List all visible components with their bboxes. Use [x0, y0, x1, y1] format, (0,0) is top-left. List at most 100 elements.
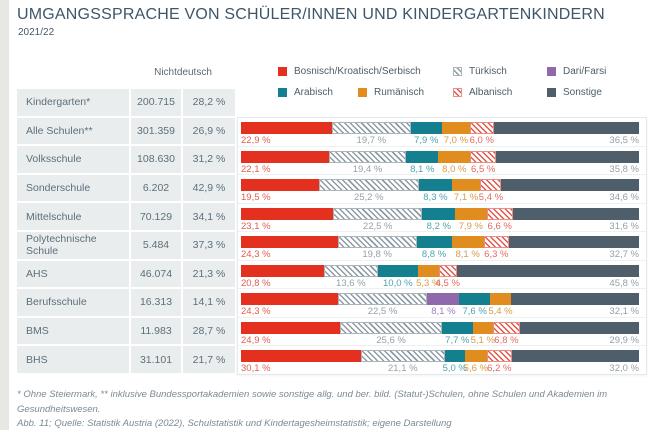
- bar-labels: 24,3 % 19,8 % 8,8 % 8,1 % 6,3 % 32,7 %: [241, 249, 639, 260]
- bar-track: [241, 236, 639, 249]
- row-category: Berufsschule: [17, 289, 129, 316]
- footnotes: * Ohne Steiermark, ** inklusive Bundessp…: [17, 388, 662, 430]
- bar-segment-bks: [241, 179, 319, 192]
- segment-value-label: 7,0 %: [443, 135, 469, 146]
- legend-swatch-icon: [547, 67, 556, 76]
- segment-value-label: 32,7 %: [609, 249, 639, 261]
- segment-value-label: 5,0 %: [442, 363, 467, 375]
- footnote-line-1: * Ohne Steiermark, ** inklusive Bundessp…: [17, 389, 608, 415]
- bar-segment-rumaenisch: [451, 236, 484, 249]
- segment-value-label: 10,0 %: [383, 277, 413, 289]
- bar-labels: 19,5 % 25,2 % 8,3 % 7,1 % 5,4 % 34,6 %: [241, 192, 639, 203]
- segment-value-label: 5,3 %: [416, 277, 441, 289]
- segment-value-label: 19,5 %: [241, 192, 271, 204]
- bar-segment-rumaenisch: [472, 321, 493, 334]
- bar-segment-arabisch: [418, 179, 452, 192]
- bar-segment-sonstige: [501, 179, 639, 192]
- category-table: Kindergarten* 200.715 28,2 % Alle Schulen**…: [17, 89, 235, 375]
- chart-legend: Bosnisch/Kroatisch/Serbisch Türkisch Dari/…: [278, 66, 657, 98]
- row-percent: 26,9 %: [183, 117, 235, 145]
- segment-value-label: 7,6 %: [462, 306, 487, 318]
- segment-value-label: 22,5 %: [367, 306, 398, 318]
- bar-segment-tuerkisch: [360, 350, 445, 363]
- bar-track: [241, 264, 639, 277]
- bar-segment-sonstige: [511, 293, 639, 306]
- row-percent: 28,7 %: [183, 317, 235, 345]
- bar-row-alle-schulen-: 22,9 % 19,7 % 7,9 % 7,0 % 6,0 % 36,5 %: [238, 118, 646, 147]
- legend-item-sonstige: Sonstige: [547, 87, 657, 98]
- segment-value-label: 32,0 %: [609, 363, 639, 375]
- table-row: Sonderschule 6.202 42,9 %: [17, 174, 235, 202]
- segment-value-label: 23,1 %: [241, 220, 271, 232]
- segment-value-label: 5,4 %: [488, 306, 513, 318]
- page-edge-strip: [0, 0, 9, 430]
- bar-segment-arabisch: [459, 293, 490, 306]
- segment-value-label: 7,9 %: [414, 135, 439, 146]
- segment-value-label: 8,0 %: [442, 163, 467, 175]
- bar-segment-albanisch: [486, 350, 512, 363]
- row-count: 11.983: [131, 317, 181, 345]
- row-category: Mittelschule: [17, 203, 129, 230]
- row-percent: 42,9 %: [183, 174, 235, 202]
- bar-row-sonderschule: 19,5 % 25,2 % 8,3 % 7,1 % 5,4 % 34,6 %: [238, 175, 646, 204]
- row-percent: 31,2 %: [183, 146, 235, 173]
- segment-value-label: 19,4 %: [352, 163, 383, 175]
- segment-value-label: 20,8 %: [241, 277, 271, 289]
- bar-segment-albanisch: [479, 179, 502, 192]
- legend-label: Albanisch: [469, 87, 513, 98]
- bar-segment-bks: [241, 264, 324, 277]
- segment-value-label: 8,8 %: [421, 249, 447, 261]
- segment-value-label: 7,7 %: [445, 334, 470, 346]
- legend-label: Dari/Farsi: [563, 66, 607, 77]
- bar-segment-bks: [241, 150, 329, 163]
- bar-segment-sonstige: [493, 122, 639, 134]
- segment-value-label: 6,0 %: [469, 135, 494, 146]
- legend-item-rumaenisch: Rumänisch: [358, 87, 453, 98]
- bar-segment-albanisch: [483, 236, 509, 249]
- bar-segment-rumaenisch: [451, 179, 480, 192]
- bar-segment-sonstige: [496, 150, 639, 163]
- legend-swatch-icon: [453, 88, 462, 97]
- bar-labels: 24,3 % 22,5 % 8,1 % 7,6 % 5,4 % 32,1 %: [241, 306, 639, 317]
- row-count: 5.484: [131, 231, 181, 259]
- footnote-line-2: Abb. 11; Quelle: Statistik Austria (2022…: [17, 418, 452, 430]
- bar-track: [241, 350, 639, 363]
- segment-value-label: 36,5 %: [609, 135, 639, 146]
- bar-labels: 24,9 % 25,6 % 7,7 % 5,1 % 6,8 % 29,9 %: [241, 335, 639, 346]
- legend-label: Rumänisch: [374, 87, 425, 98]
- bar-segment-sonstige: [456, 264, 639, 277]
- bar-segment-sonstige: [519, 321, 639, 334]
- bar-segment-arabisch: [444, 350, 465, 363]
- bar-track: [241, 179, 639, 192]
- bar-labels: 22,1 % 19,4 % 8,1 % 8,0 % 6,5 % 35,8 %: [241, 164, 639, 175]
- bar-segment-rumaenisch: [438, 150, 471, 163]
- segment-value-label: 8,1 %: [455, 249, 480, 261]
- bar-labels: 22,9 % 19,7 % 7,9 % 7,0 % 6,0 % 36,5 %: [241, 135, 639, 146]
- bar-segment-albanisch: [486, 207, 513, 220]
- legend-label: Türkisch: [469, 66, 507, 77]
- bar-row-ahs: 20,8 % 13,6 % 10,0 % 5,3 % 4,5 % 45,8 %: [238, 261, 646, 290]
- segment-value-label: 6,8 %: [494, 334, 519, 346]
- bar-segment-sonstige: [508, 236, 639, 249]
- row-count: 108.630: [131, 146, 181, 173]
- bar-row-mittelschule: 23,1 % 22,5 % 8,2 % 7,9 % 6,6 % 31,6 %: [238, 204, 646, 233]
- bar-segment-arabisch: [410, 122, 442, 134]
- legend-label: Sonstige: [563, 87, 602, 98]
- bar-track: [241, 207, 639, 220]
- row-percent: 37,3 %: [183, 231, 235, 259]
- bar-segment-albanisch: [469, 122, 494, 134]
- table-row: Alle Schulen** 301.359 26,9 %: [17, 117, 235, 145]
- bar-segment-rumaenisch: [417, 264, 439, 277]
- segment-value-label: 21,1 %: [387, 363, 418, 375]
- segment-value-label: 24,9 %: [241, 334, 271, 346]
- segment-value-label: 19,8 %: [362, 249, 392, 261]
- bar-segment-rumaenisch: [441, 122, 470, 134]
- segment-value-label: 6,5 %: [471, 163, 496, 175]
- row-percent: 21,7 %: [183, 346, 235, 373]
- bar-track: [241, 150, 639, 163]
- row-category: Polytechnische Schule: [17, 231, 129, 259]
- bar-segment-tuerkisch: [340, 321, 442, 334]
- row-count: 6.202: [131, 174, 181, 202]
- row-count: 31.101: [131, 346, 181, 373]
- table-row: AHS 46.074 21,3 %: [17, 260, 235, 288]
